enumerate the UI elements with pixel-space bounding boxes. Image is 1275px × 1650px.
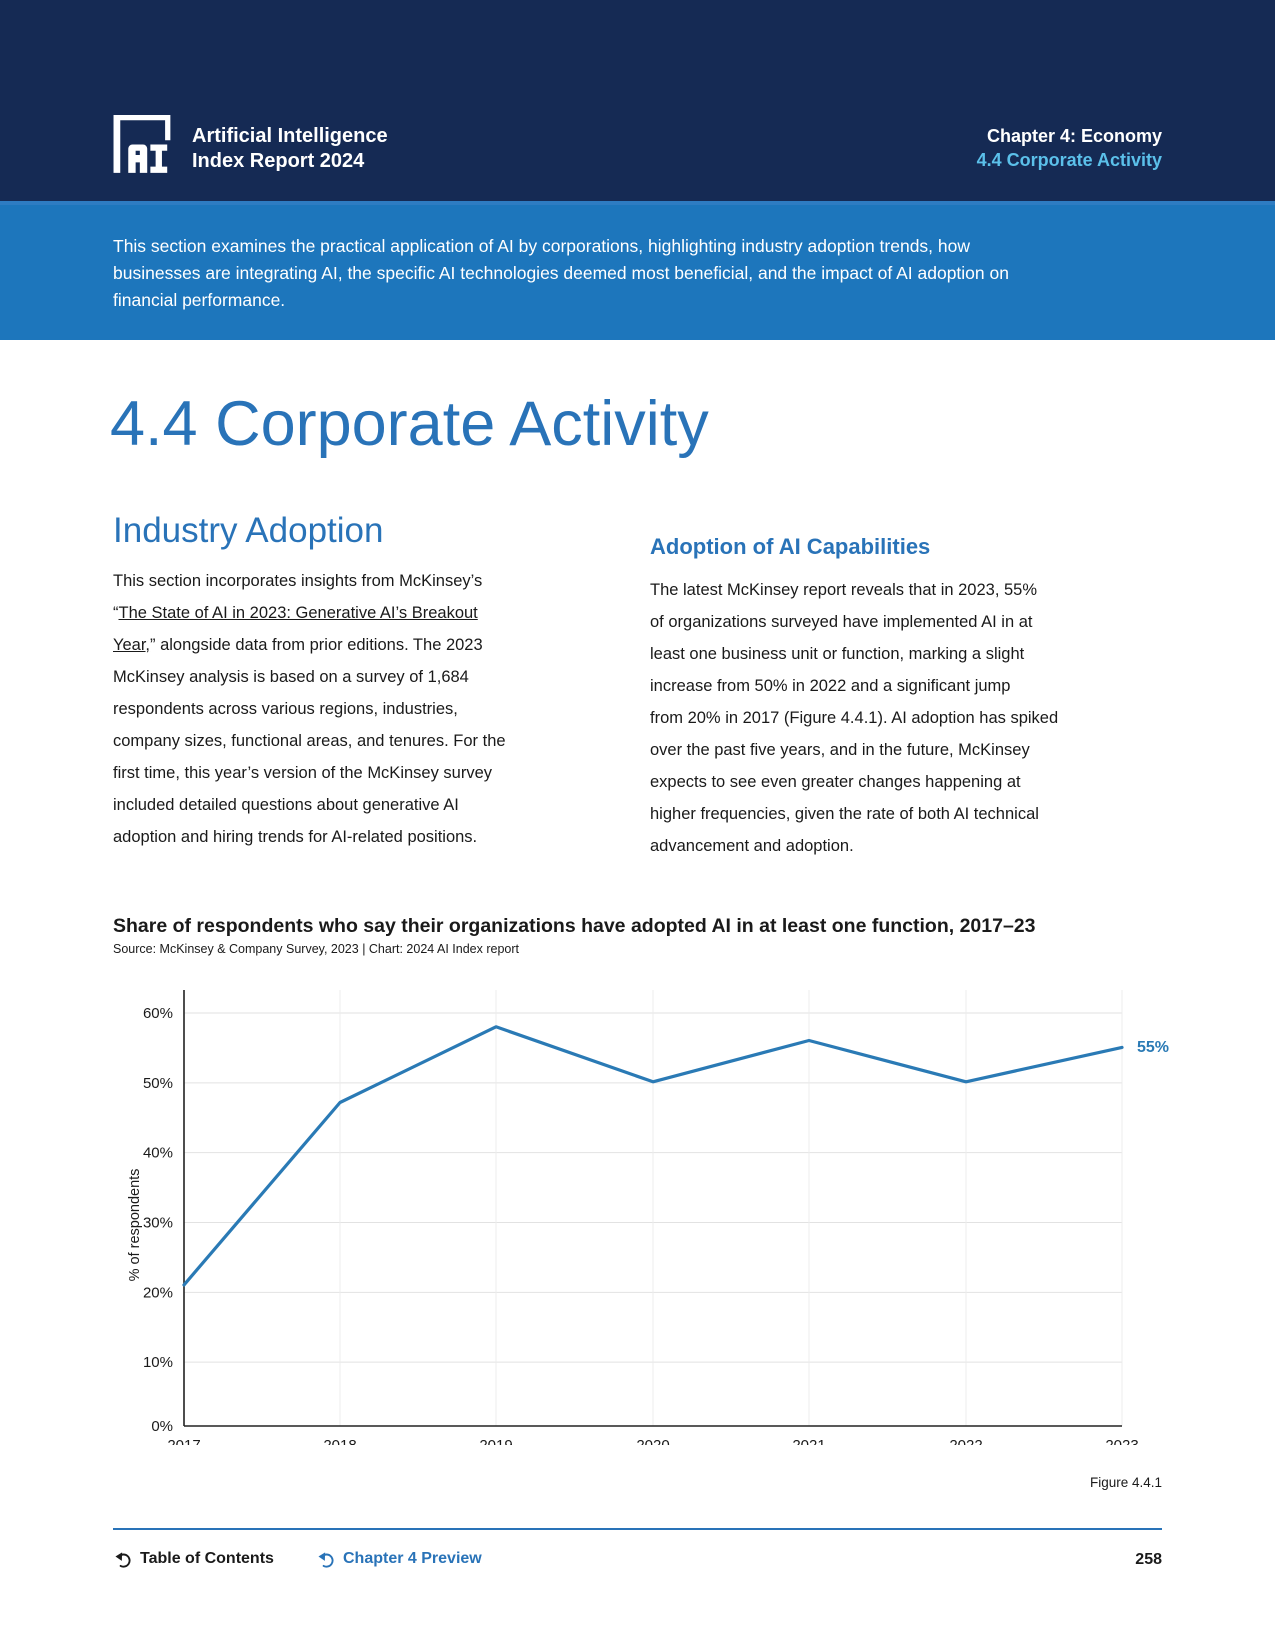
svg-text:2019: 2019 bbox=[479, 1437, 512, 1445]
svg-text:10%: 10% bbox=[143, 1354, 173, 1371]
svg-text:30%: 30% bbox=[143, 1215, 173, 1232]
svg-text:2020: 2020 bbox=[636, 1437, 669, 1445]
svg-text:2018: 2018 bbox=[323, 1437, 356, 1445]
svg-text:50%: 50% bbox=[143, 1075, 173, 1092]
svg-text:40%: 40% bbox=[143, 1145, 173, 1162]
svg-text:% of respondents: % of respondents bbox=[127, 1169, 143, 1282]
svg-text:2021: 2021 bbox=[792, 1437, 825, 1445]
svg-text:2022: 2022 bbox=[949, 1437, 982, 1445]
svg-text:60%: 60% bbox=[143, 1005, 173, 1022]
svg-text:2023: 2023 bbox=[1105, 1437, 1138, 1445]
svg-text:0%: 0% bbox=[151, 1418, 173, 1435]
svg-text:55%: 55% bbox=[1137, 1039, 1169, 1056]
svg-text:2017: 2017 bbox=[167, 1437, 200, 1445]
svg-text:20%: 20% bbox=[143, 1284, 173, 1301]
